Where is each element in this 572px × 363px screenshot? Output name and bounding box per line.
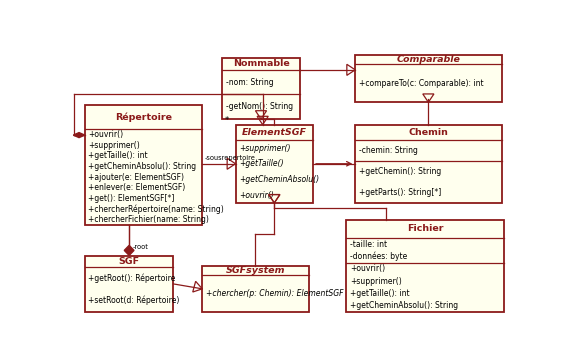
Text: ElementSGF: ElementSGF (242, 128, 307, 137)
Text: +enlever(e: ElementSGF): +enlever(e: ElementSGF) (88, 183, 185, 192)
Text: +supprimer(): +supprimer() (239, 144, 291, 152)
FancyBboxPatch shape (355, 125, 502, 203)
Text: -nom: String: -nom: String (226, 78, 273, 87)
Text: +ouvrir(): +ouvrir() (350, 264, 385, 273)
Text: *: * (224, 116, 229, 125)
Text: +get(): ElementSGF[*]: +get(): ElementSGF[*] (88, 194, 174, 203)
Text: +compareTo(c: Comparable): int: +compareTo(c: Comparable): int (359, 79, 483, 88)
Text: +getCheminAbsolu(): String: +getCheminAbsolu(): String (88, 162, 196, 171)
FancyBboxPatch shape (85, 256, 173, 312)
Text: -sousrepertoire: -sousrepertoire (205, 155, 255, 160)
Text: SGF: SGF (118, 257, 140, 266)
FancyBboxPatch shape (347, 220, 504, 312)
Text: +supprimer(): +supprimer() (88, 140, 140, 150)
Text: +ouvrir(): +ouvrir() (239, 191, 274, 200)
Text: +ouvrir(): +ouvrir() (88, 130, 124, 139)
Text: -taille: int: -taille: int (350, 240, 387, 249)
Polygon shape (73, 132, 85, 138)
Text: +chercher(p: Chemin): ElementSGF: +chercher(p: Chemin): ElementSGF (206, 289, 343, 298)
FancyBboxPatch shape (236, 125, 313, 203)
Text: -chemin: String: -chemin: String (359, 146, 418, 155)
Text: +setRoot(d: Répertoire): +setRoot(d: Répertoire) (88, 296, 180, 305)
Text: +getCheminAbsolu(): String: +getCheminAbsolu(): String (350, 301, 458, 310)
FancyBboxPatch shape (223, 57, 300, 119)
Text: +getRoot(): Répertoire: +getRoot(): Répertoire (88, 274, 176, 283)
Text: +ajouter(e: ElementSGF): +ajouter(e: ElementSGF) (88, 173, 184, 182)
Text: -données: byte: -données: byte (350, 252, 407, 261)
Text: +getTaille(): int: +getTaille(): int (350, 289, 410, 298)
Text: +chercherFichier(name: String): +chercherFichier(name: String) (88, 215, 209, 224)
Text: +supprimer(): +supprimer() (350, 277, 402, 286)
Text: -root: -root (133, 244, 149, 250)
Text: -getNom(): String: -getNom(): String (226, 102, 293, 111)
Text: +chercherRépertoire(name: String): +chercherRépertoire(name: String) (88, 204, 224, 214)
Text: SGFsystem: SGFsystem (226, 266, 285, 275)
Text: Répertoire: Répertoire (115, 112, 172, 122)
Text: Nommable: Nommable (233, 59, 289, 68)
Text: Fichier: Fichier (407, 224, 443, 233)
Text: +getTaille(): +getTaille() (239, 159, 284, 168)
Polygon shape (124, 245, 134, 256)
Text: +getTaille(): int: +getTaille(): int (88, 151, 148, 160)
Text: +getChemin(): String: +getChemin(): String (359, 167, 441, 176)
FancyBboxPatch shape (355, 55, 502, 102)
FancyBboxPatch shape (85, 105, 202, 225)
FancyBboxPatch shape (202, 266, 309, 312)
Text: Chemin: Chemin (408, 128, 448, 137)
Text: +getParts(): String[*]: +getParts(): String[*] (359, 188, 441, 197)
Text: Comparable: Comparable (396, 55, 460, 64)
Text: +getCheminAbsolu(): +getCheminAbsolu() (239, 175, 319, 184)
